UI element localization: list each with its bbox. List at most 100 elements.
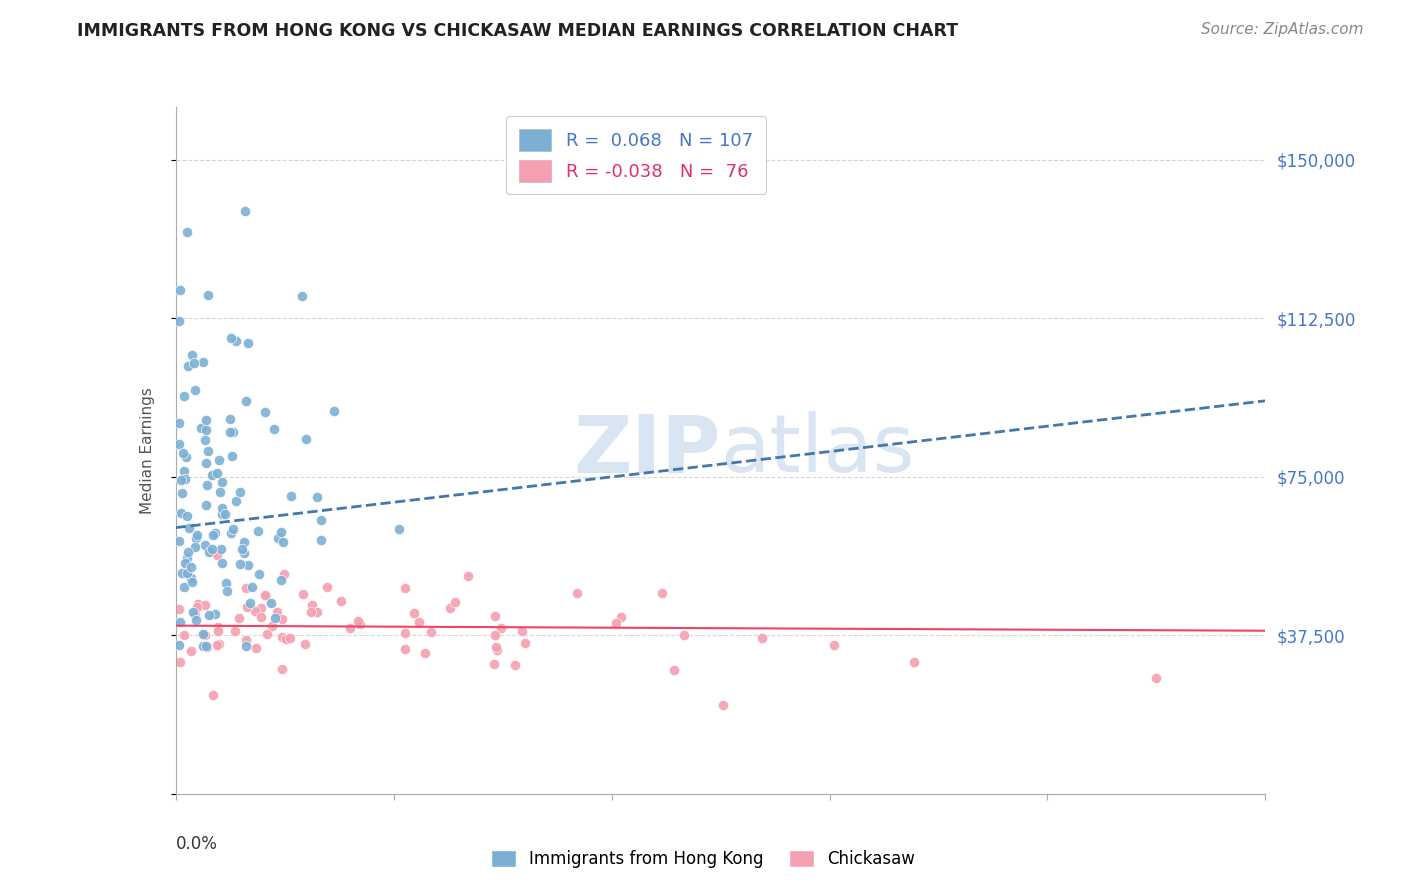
Point (903, 655, 925, 669)
Point (307, 605, 329, 619)
Point (240, 580, 263, 594)
Point (394, 626, 416, 640)
Point (301, 605, 323, 619)
Point (489, 621, 512, 635)
Point (264, 611, 287, 625)
Point (191, 627, 214, 641)
Point (567, 585, 589, 599)
Point (235, 393, 257, 408)
Point (194, 599, 217, 613)
Point (186, 527, 208, 541)
Point (309, 533, 332, 548)
Point (233, 203, 256, 218)
Point (404, 606, 426, 620)
Point (239, 596, 262, 610)
Point (221, 522, 243, 536)
Point (205, 548, 228, 562)
Point (180, 560, 202, 574)
Point (224, 624, 246, 638)
Point (186, 531, 208, 545)
Point (329, 593, 352, 607)
Point (194, 456, 217, 470)
Point (195, 499, 218, 513)
Point (515, 636, 537, 650)
Point (208, 453, 231, 467)
Point (181, 347, 204, 361)
Point (205, 466, 228, 480)
Point (245, 641, 267, 656)
Point (197, 288, 219, 302)
Text: Source: ZipAtlas.com: Source: ZipAtlas.com (1201, 22, 1364, 37)
Point (295, 432, 318, 446)
Point (194, 434, 217, 448)
Point (457, 569, 479, 583)
Point (169, 437, 191, 451)
Point (172, 446, 194, 460)
Point (169, 416, 191, 430)
Point (215, 584, 238, 599)
Point (194, 413, 217, 427)
Point (209, 542, 232, 557)
Y-axis label: Median Earnings: Median Earnings (141, 387, 155, 514)
Point (235, 599, 257, 614)
Point (181, 574, 204, 589)
Point (439, 601, 461, 615)
Point (273, 566, 295, 581)
Point (174, 556, 197, 570)
Point (173, 580, 195, 594)
Point (211, 508, 233, 522)
Point (208, 636, 231, 650)
Point (238, 558, 260, 572)
Point (219, 412, 242, 426)
Point (233, 546, 256, 560)
Point (169, 601, 191, 615)
Point (484, 609, 506, 624)
Point (177, 359, 200, 373)
Point (169, 615, 191, 629)
Point (172, 485, 194, 500)
Point (278, 631, 301, 645)
Point (236, 335, 259, 350)
Point (711, 698, 734, 712)
Point (250, 601, 273, 615)
Legend: R =  0.068   N = 107, R = -0.038   N =  76: R = 0.068 N = 107, R = -0.038 N = 76 (506, 116, 766, 194)
Point (198, 545, 221, 559)
Point (271, 630, 294, 644)
Point (672, 628, 695, 642)
Point (221, 330, 243, 344)
Point (219, 526, 242, 541)
Point (260, 595, 283, 609)
Point (211, 475, 233, 489)
Point (610, 610, 633, 624)
Point (307, 490, 329, 504)
Text: ZIP: ZIP (574, 411, 721, 490)
Point (184, 383, 207, 397)
Point (254, 589, 277, 603)
Point (228, 485, 250, 500)
Point (177, 521, 200, 535)
Point (169, 506, 191, 520)
Point (225, 334, 247, 349)
Point (193, 639, 215, 653)
Point (267, 531, 290, 545)
Point (346, 614, 368, 628)
Point (201, 468, 224, 483)
Point (322, 404, 344, 418)
Point (276, 632, 298, 647)
Point (194, 538, 217, 552)
Point (190, 421, 212, 435)
Point (201, 527, 224, 541)
Point (204, 607, 226, 621)
Point (176, 225, 198, 239)
Legend: Immigrants from Hong Kong, Chickasaw: Immigrants from Hong Kong, Chickasaw (484, 843, 922, 875)
Point (169, 284, 191, 298)
Point (250, 610, 273, 624)
Point (254, 405, 277, 419)
Point (301, 599, 323, 613)
Text: 0.0%: 0.0% (176, 835, 218, 853)
Point (270, 573, 292, 587)
Point (247, 566, 270, 581)
Point (181, 605, 204, 619)
Point (173, 464, 195, 478)
Point (169, 314, 191, 328)
